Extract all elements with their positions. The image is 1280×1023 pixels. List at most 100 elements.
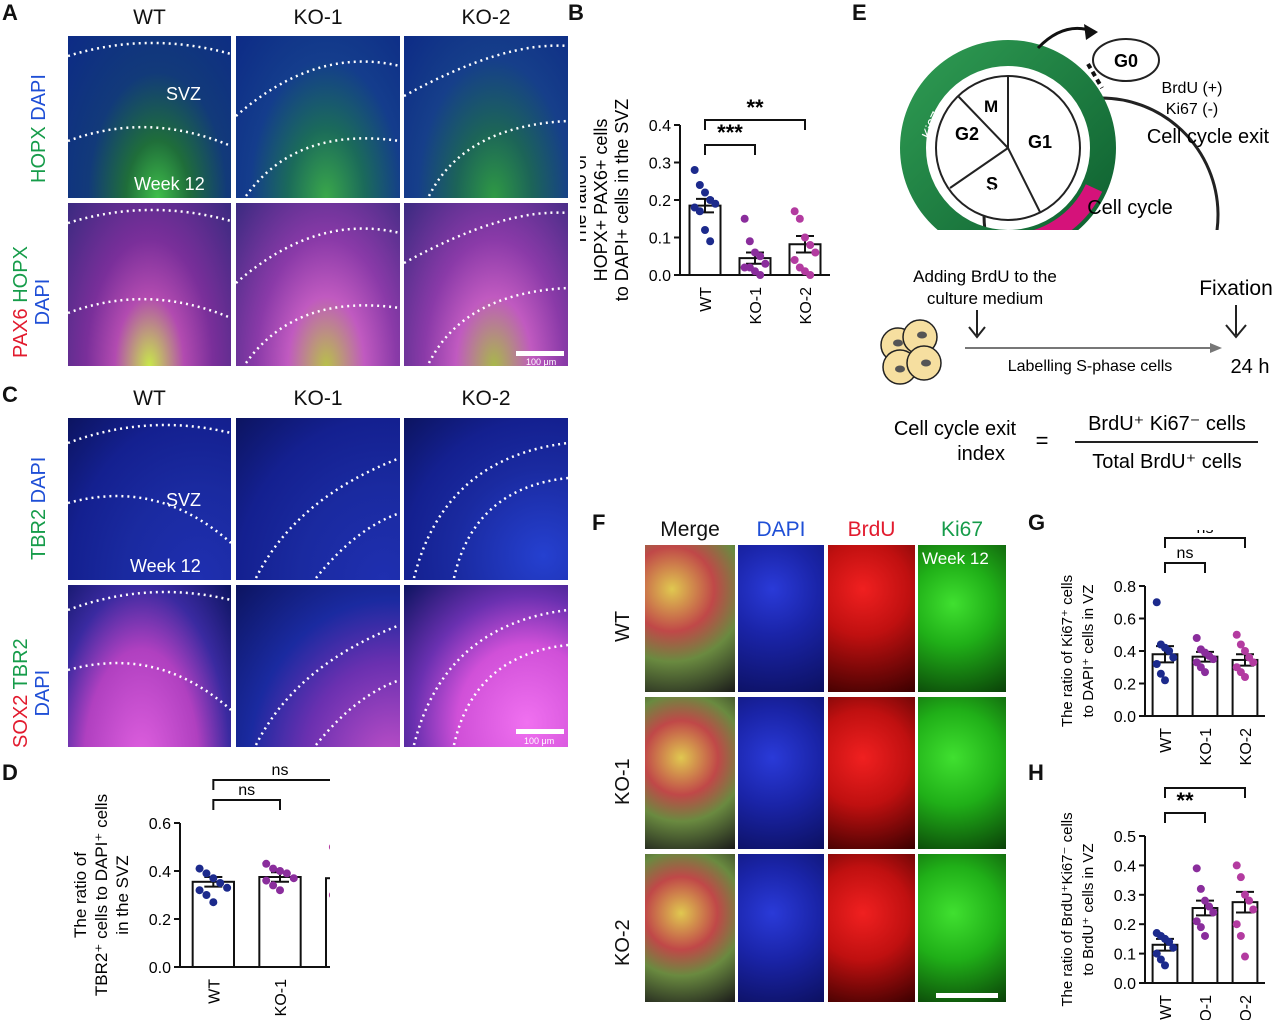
- add-arrow: [968, 310, 986, 339]
- data-point: [1156, 955, 1165, 964]
- y-tick-label: 0.6: [1114, 612, 1136, 629]
- phase-g2: G2: [955, 124, 979, 144]
- data-point: [262, 859, 271, 868]
- panel-label-a: A: [2, 0, 18, 25]
- data-point: [1201, 896, 1209, 905]
- panel-c-col-ko1: KO-1: [293, 387, 343, 410]
- data-point: [1201, 931, 1209, 940]
- x-tick-label: KO-2: [798, 287, 815, 324]
- data-point: [1161, 961, 1169, 970]
- svz-boundary: [412, 441, 568, 579]
- data-point: [1165, 647, 1174, 655]
- y-tick-label: 0.0: [1114, 709, 1136, 726]
- adding-brdu-line1: Adding BrdU to the: [913, 267, 1057, 286]
- significance-bracket: [1164, 812, 1206, 823]
- g0-label: G0: [1114, 51, 1138, 71]
- data-point: [1236, 873, 1245, 882]
- data-point: [282, 869, 291, 878]
- y-tick-label: 0.5: [1114, 829, 1136, 846]
- data-point: [209, 874, 218, 883]
- brdu-positive: BrdU (+): [1162, 80, 1223, 97]
- panel-c-row1-label: TBR2 DAPI: [28, 457, 51, 560]
- significance-bracket: [704, 119, 806, 130]
- cell-cluster-icon: [880, 319, 942, 385]
- panel-label-b: B: [568, 0, 584, 25]
- data-point: [1161, 676, 1169, 685]
- cell-cycle-label: Cell cycle: [1087, 197, 1173, 219]
- significance-bracket: [212, 779, 330, 790]
- data-point: [202, 869, 211, 878]
- label-dapi: DAPI: [28, 74, 50, 121]
- panel-c-col-wt: WT: [133, 387, 166, 410]
- data-point: [1196, 923, 1205, 932]
- index-label-2: index: [957, 443, 1005, 465]
- significance-label: **: [1176, 788, 1194, 813]
- micrograph-f-ko2-dapi: [738, 854, 824, 1002]
- x-tick-label: KO-2: [1238, 728, 1255, 765]
- cell-cycle-exit-label: Cell cycle exit: [1147, 126, 1270, 148]
- y-axis-label: to DAPI+ cells in the SVZ: [612, 99, 632, 302]
- label-sox2: SOX2: [10, 694, 32, 748]
- svz-boundary: [236, 227, 400, 364]
- data-point: [269, 881, 278, 890]
- micrograph-a-wt-pax6: [68, 203, 231, 366]
- y-axis-label: The ratio of BrdU⁺Ki67⁻ cells: [1059, 812, 1076, 1006]
- phase-s: S: [986, 174, 998, 194]
- y-axis-label: TBR2⁺ cells to DAPI⁺ cells: [92, 794, 111, 996]
- data-point: [1152, 598, 1161, 607]
- chart-h: 0.0 0.1 0.2 0.3 0.4 0.5 The ratio of BrdU⁺Ki67…: [1059, 780, 1265, 1020]
- data-point: [1192, 917, 1201, 926]
- data-point: [202, 891, 211, 899]
- micrograph-c-ko2-sox2: 100 μm: [404, 585, 568, 747]
- y-tick-label: 0.2: [149, 912, 171, 929]
- data-point: [790, 256, 799, 264]
- x-tick-label: KO-2: [1238, 995, 1255, 1020]
- y-axis-label: to BrdU⁺ cells in VZ: [1080, 843, 1097, 975]
- x-tick-label: KO-1: [273, 979, 290, 1016]
- significance-bracket: [1164, 537, 1246, 548]
- data-point: [269, 864, 278, 873]
- micrograph-f-wt-dapi: [738, 545, 824, 692]
- data-point: [1192, 634, 1201, 642]
- panel-label-c: C: [2, 382, 18, 407]
- data-point: [1249, 905, 1258, 914]
- data-point: [216, 879, 225, 887]
- chart-g: 0.0 0.2 0.4 0.6 0.8 The ratio of Ki67⁺ cells t…: [1059, 530, 1265, 765]
- data-point: [695, 181, 704, 189]
- svz-boundary: [68, 590, 231, 711]
- data-point: [262, 876, 271, 885]
- panel-f-col-brdu: BrdU: [847, 518, 896, 541]
- micrograph-f-ko2-ki67: [918, 854, 1006, 1002]
- svz-label-c: SVZ: [166, 490, 202, 510]
- data-point: [1156, 669, 1165, 678]
- ki67-negative: Ki67 (-): [1166, 101, 1218, 118]
- panel-label-g: G: [1028, 510, 1046, 535]
- data-point: [756, 271, 765, 279]
- label-hopx: HOPX: [28, 126, 50, 183]
- x-tick-label: WT: [1158, 995, 1175, 1020]
- scale-bar-label: 100 μm: [526, 357, 557, 366]
- chart-b: 0.0 0.1 0.2 0.3 0.4 The ratio of HOPX+ PAX6+ c…: [580, 95, 830, 324]
- y-tick-label: 0.1: [649, 231, 671, 248]
- y-tick-label: 0.0: [649, 268, 671, 285]
- data-point: [701, 226, 709, 234]
- significance-label: ns: [1197, 530, 1214, 537]
- y-tick-label: 0.4: [649, 118, 671, 135]
- label-tbr2-2: TBR2: [10, 638, 32, 690]
- data-point: [711, 199, 720, 208]
- significance-bracket: [1164, 787, 1246, 798]
- svz-boundary: [68, 41, 231, 148]
- label-dapi-c2: DAPI: [32, 669, 54, 717]
- data-point: [1192, 864, 1201, 873]
- y-axis-label: The ratio of Ki67⁺ cells: [1059, 575, 1076, 727]
- data-point: [1169, 943, 1178, 952]
- y-tick-label: 0.2: [649, 193, 671, 210]
- data-point: [695, 207, 704, 216]
- scale-bar-f: [936, 993, 998, 998]
- data-point: [756, 252, 765, 261]
- y-tick-label: 0.4: [149, 864, 171, 881]
- data-point: [195, 864, 204, 873]
- data-point: [1196, 884, 1205, 893]
- x-tick-label: KO-1: [1198, 728, 1215, 765]
- y-tick-label: 0.2: [1114, 677, 1136, 694]
